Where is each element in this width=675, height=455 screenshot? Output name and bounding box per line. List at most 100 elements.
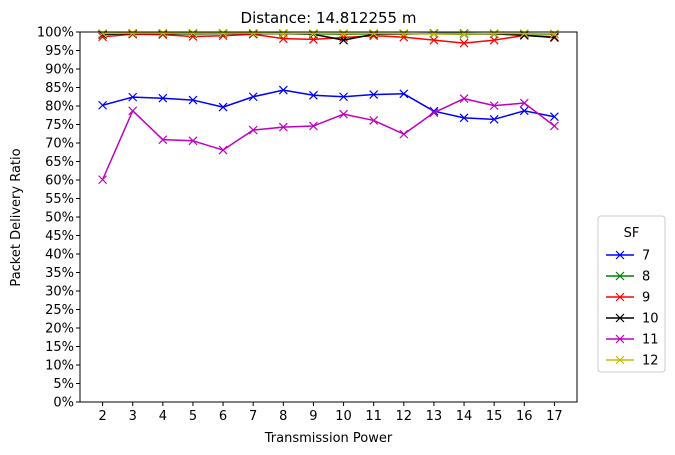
y-tick-label-17: 85% <box>45 81 74 96</box>
data-point-sf-12-x3 <box>128 28 138 38</box>
data-point-sf-10-x10 <box>339 35 348 45</box>
legend-marker-sf-8 <box>615 271 625 281</box>
data-point-sf-12-x2 <box>98 29 108 38</box>
data-point-sf-7-x2 <box>98 100 108 110</box>
data-point-sf-12-x17 <box>549 29 559 39</box>
x-tick-label-3: 3 <box>129 409 137 424</box>
y-tick-label-0: 0% <box>53 396 74 411</box>
x-tick-label-12: 12 <box>396 409 413 424</box>
x-tick-label-15: 15 <box>486 409 503 424</box>
data-point-sf-11-x10 <box>339 109 348 119</box>
data-point-sf-7-x6 <box>218 102 228 112</box>
data-point-sf-7-x4 <box>158 93 168 103</box>
data-point-sf-11-x8 <box>278 122 288 132</box>
data-point-sf-11-x2 <box>98 175 108 185</box>
legend-marker-sf-10 <box>615 313 625 323</box>
data-point-sf-12-x13 <box>429 29 439 39</box>
data-point-sf-11-x6 <box>218 145 228 155</box>
y-tick-label-11: 55% <box>45 192 74 207</box>
x-tick-label-2: 2 <box>98 409 106 424</box>
data-point-sf-11-x16 <box>519 98 529 108</box>
chart-title: Distance: 14.812255 m <box>241 9 417 27</box>
y-tick-label-15: 75% <box>45 118 74 133</box>
data-point-sf-11-x12 <box>399 129 409 139</box>
data-point-sf-7-x12 <box>399 89 409 99</box>
data-point-sf-12-x8 <box>278 29 288 38</box>
data-point-sf-9-x13 <box>429 35 439 45</box>
x-tick-label-7: 7 <box>249 409 257 424</box>
x-axis-label: Transmission Power <box>264 431 393 446</box>
plot-area: 2 3 4 5 6 7 8 9 10 11 12 13 14 15 16 17 0% 5% 10% 15% 20% 25%… <box>37 26 578 424</box>
legend-marker-sf-7 <box>615 250 625 260</box>
data-point-sf-12-x7 <box>248 28 258 38</box>
data-point-sf-12-x10 <box>339 29 348 38</box>
data-point-sf-12-x12 <box>399 29 409 38</box>
x-tick-label-13: 13 <box>426 409 443 424</box>
series-line-sf-7 <box>102 89 555 121</box>
x-tick-label-9: 9 <box>309 409 317 424</box>
y-tick-label-5: 25% <box>45 303 74 318</box>
legend-marker-sf-9 <box>615 292 625 302</box>
x-tick-label-17: 17 <box>546 409 563 424</box>
data-point-sf-11-x17 <box>549 121 559 131</box>
y-tick-label-13: 65% <box>45 155 74 170</box>
data-point-sf-11-x11 <box>369 116 379 125</box>
legend-label-sf-9: 9 <box>642 291 650 306</box>
y-tick-label-2: 10% <box>45 359 74 374</box>
x-tick-label-14: 14 <box>456 409 473 424</box>
data-point-sf-7-x5 <box>188 95 198 105</box>
data-point-sf-12-x4 <box>158 28 168 38</box>
y-axis-label: Packet Delivery Ratio <box>9 148 24 286</box>
data-point-sf-11-x4 <box>158 135 168 145</box>
data-point-sf-11-x5 <box>188 136 198 146</box>
data-point-sf-7-x11 <box>369 90 379 99</box>
legend-label-sf-11: 11 <box>642 333 659 348</box>
x-tick-label-11: 11 <box>365 409 382 424</box>
data-point-sf-11-x9 <box>309 121 318 131</box>
y-tick-label-19: 95% <box>45 44 74 59</box>
legend: SF 7 8 9 10 11 12 <box>597 215 666 373</box>
y-tick-label-16: 80% <box>45 100 74 115</box>
data-point-sf-11-x14 <box>459 94 469 104</box>
legend-marker-sf-11 <box>615 334 625 344</box>
data-point-sf-7-x9 <box>309 90 318 100</box>
y-tick-label-4: 20% <box>45 322 74 337</box>
x-tick-label-6: 6 <box>219 409 227 424</box>
data-point-sf-9-x14 <box>459 38 469 48</box>
data-point-sf-7-x14 <box>459 113 469 123</box>
y-tick-label-10: 50% <box>45 211 74 226</box>
x-tick-label-8: 8 <box>279 409 287 424</box>
x-tick-label-16: 16 <box>516 409 533 424</box>
x-tick-label-4: 4 <box>159 409 167 424</box>
data-point-sf-7-x10 <box>339 92 348 102</box>
y-tick-label-7: 35% <box>45 266 74 281</box>
y-tick-label-9: 45% <box>45 229 74 244</box>
data-point-sf-12-x6 <box>218 28 228 38</box>
data-point-sf-11-x7 <box>248 125 258 135</box>
data-point-sf-11-x3 <box>128 106 138 116</box>
legend-label-sf-7: 7 <box>642 249 650 264</box>
y-tick-label-1: 5% <box>53 377 74 392</box>
data-point-sf-12-x16 <box>519 29 529 38</box>
data-point-sf-12-x14 <box>459 29 469 39</box>
data-point-sf-12-x15 <box>489 29 499 38</box>
data-point-sf-7-x8 <box>278 85 288 95</box>
data-point-sf-10-x17 <box>549 33 559 42</box>
legend-marker-sf-12 <box>615 355 625 365</box>
y-tick-label-20: 100% <box>37 26 74 41</box>
y-tick-label-8: 40% <box>45 248 74 263</box>
series-group <box>98 28 559 185</box>
series-line-sf-11 <box>101 97 555 180</box>
legend-label-sf-8: 8 <box>642 270 650 285</box>
data-point-sf-12-x5 <box>188 28 198 38</box>
legend-title: SF <box>624 226 640 241</box>
data-point-sf-9-x15 <box>489 35 499 45</box>
data-point-sf-12-x11 <box>369 29 379 38</box>
data-point-sf-11-x13 <box>429 108 439 118</box>
legend-label-sf-12: 12 <box>642 354 659 369</box>
series-line-sf-12 <box>102 32 555 35</box>
axes-frame <box>79 31 578 403</box>
y-tick-label-12: 60% <box>45 174 74 189</box>
series-line-sf-9 <box>102 33 555 44</box>
